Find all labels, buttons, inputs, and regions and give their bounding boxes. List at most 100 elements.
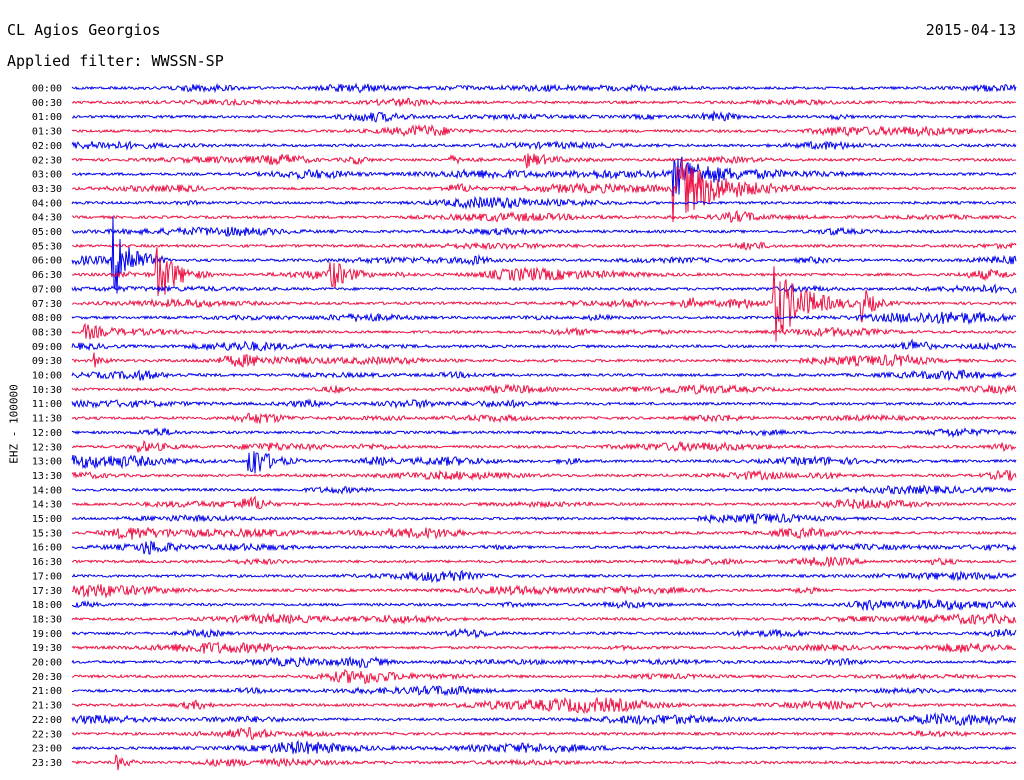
row-label: 03:00 <box>32 170 62 181</box>
row-label: 04:00 <box>32 198 62 209</box>
row-label: 10:00 <box>32 371 62 382</box>
row-labels: 00:00 00:30 01:00 01:30 02:00 02:30 03:00 03:30… <box>32 84 62 769</box>
row-label: 13:00 <box>32 457 62 468</box>
trace-line <box>71 754 1017 771</box>
trace-line <box>71 685 1017 697</box>
trace-line <box>71 739 1017 755</box>
trace-line <box>71 412 1017 424</box>
trace-line <box>71 322 1017 340</box>
row-label: 10:30 <box>32 385 62 396</box>
trace-line <box>71 598 1017 612</box>
row-label: 04:30 <box>32 213 62 224</box>
row-label: 14:00 <box>32 485 62 496</box>
row-label: 02:30 <box>32 155 62 166</box>
trace-line <box>71 159 1017 223</box>
station-title: CL Agios Georgios <box>7 21 161 39</box>
row-label: 15:30 <box>32 528 62 539</box>
row-label: 21:30 <box>32 701 62 712</box>
row-label: 21:00 <box>32 686 62 697</box>
row-label: 01:00 <box>32 112 62 123</box>
trace-line <box>71 338 1017 352</box>
row-label: 09:30 <box>32 356 62 367</box>
trace-line <box>71 540 1017 555</box>
trace-line <box>71 484 1017 496</box>
trace-line <box>71 216 1017 294</box>
row-label: 06:00 <box>32 256 62 267</box>
trace-line <box>71 210 1017 224</box>
trace-line <box>71 627 1017 640</box>
trace-line <box>71 451 1017 474</box>
trace-line <box>71 352 1017 368</box>
trace-line <box>71 283 1017 295</box>
row-label: 11:30 <box>32 414 62 425</box>
record-date: 2015-04-13 <box>925 21 1016 39</box>
row-label: 12:30 <box>32 442 62 453</box>
trace-line <box>71 655 1017 669</box>
trace-line <box>71 427 1017 439</box>
row-label: 07:30 <box>32 299 62 310</box>
trace-line <box>71 440 1017 453</box>
traces <box>71 82 1017 771</box>
trace-line <box>71 556 1017 568</box>
trace-line <box>71 569 1017 584</box>
trace-line <box>71 583 1017 599</box>
row-label: 12:00 <box>32 428 62 439</box>
trace-line <box>71 266 1017 342</box>
trace-line <box>71 82 1017 94</box>
row-label: 09:00 <box>32 342 62 353</box>
row-label: 13:30 <box>32 471 62 482</box>
row-label: 00:30 <box>32 98 62 109</box>
trace-line <box>71 153 1017 169</box>
trace-line <box>71 247 1017 296</box>
row-label: 19:00 <box>32 629 62 640</box>
trace-line <box>71 526 1017 540</box>
row-label: 08:00 <box>32 313 62 324</box>
trace-line <box>71 711 1017 727</box>
trace-line <box>71 226 1017 238</box>
trace-line <box>71 110 1017 123</box>
row-label: 15:00 <box>32 514 62 525</box>
trace-line <box>71 369 1017 382</box>
row-label: 19:30 <box>32 643 62 654</box>
row-label: 06:30 <box>32 270 62 281</box>
trace-line <box>71 512 1017 525</box>
trace-line <box>71 240 1017 251</box>
row-label: 17:30 <box>32 586 62 597</box>
row-label: 01:30 <box>32 127 62 138</box>
trace-line <box>71 641 1017 654</box>
trace-line <box>71 696 1017 715</box>
row-label: 16:30 <box>32 557 62 568</box>
trace-line <box>71 727 1017 741</box>
row-label: 18:30 <box>32 614 62 625</box>
trace-line <box>71 195 1017 210</box>
row-label: 00:00 <box>32 84 62 95</box>
row-label: 11:00 <box>32 399 62 410</box>
trace-line <box>71 140 1017 151</box>
trace-line <box>71 668 1017 685</box>
trace-line <box>71 156 1017 197</box>
trace-line <box>71 97 1017 107</box>
row-label: 20:00 <box>32 658 62 669</box>
row-label: 05:30 <box>32 241 62 252</box>
row-label: 20:30 <box>32 672 62 683</box>
row-label: 17:00 <box>32 571 62 582</box>
trace-line <box>71 398 1017 410</box>
row-label: 22:00 <box>32 715 62 726</box>
row-label: 18:00 <box>32 600 62 611</box>
row-label: 23:00 <box>32 744 62 755</box>
trace-line <box>71 123 1017 138</box>
row-label: 02:00 <box>32 141 62 152</box>
trace-line <box>71 311 1017 326</box>
row-label: 23:30 <box>32 758 62 769</box>
trace-line <box>71 383 1017 396</box>
trace-line <box>71 495 1017 510</box>
row-label: 14:30 <box>32 500 62 511</box>
trace-line <box>71 612 1017 626</box>
row-label: 08:30 <box>32 327 62 338</box>
row-label: 16:00 <box>32 543 62 554</box>
applied-filter: Applied filter: WWSSN-SP <box>7 52 224 70</box>
row-label: 03:30 <box>32 184 62 195</box>
row-label: 22:30 <box>32 729 62 740</box>
trace-line <box>71 469 1017 482</box>
